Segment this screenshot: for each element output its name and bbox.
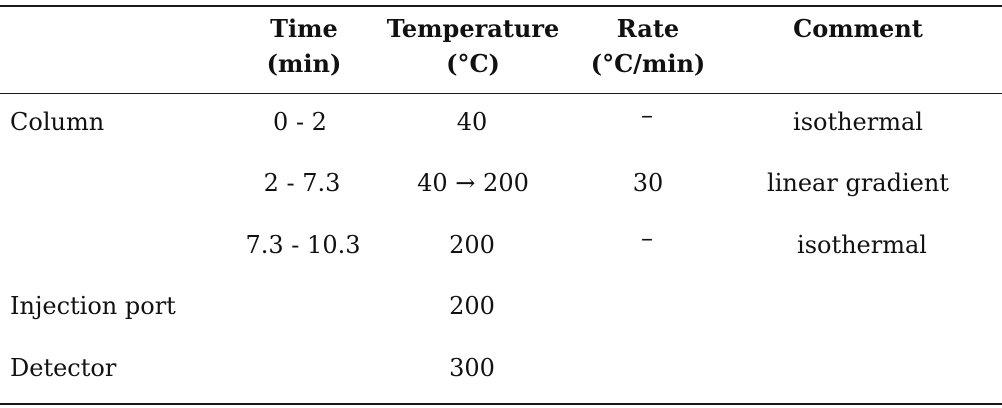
cell-temperature: 40 [456, 108, 488, 136]
cell-comment: isothermal [797, 231, 927, 259]
header-time: Time (min) [267, 14, 342, 79]
bottom-rule [0, 403, 1002, 405]
row-label: Detector [10, 354, 117, 382]
cell-temperature: 200 [449, 231, 495, 259]
header-temperature: Temperature (°C) [387, 14, 559, 79]
cell-rate: 30 [632, 169, 664, 197]
header-rate: Rate (°C/min) [591, 14, 706, 79]
header-rate-line2: (°C/min) [590, 49, 706, 78]
header-time-line2: (min) [266, 49, 342, 78]
cell-comment: linear gradient [767, 169, 949, 197]
header-comment: Comment [793, 14, 923, 49]
cell-rate: – [641, 101, 653, 129]
header-time-line1: Time [270, 14, 338, 43]
row-label: Injection port [10, 292, 176, 320]
cell-temperature: 40 → 200 [417, 169, 529, 197]
cell-time: 7.3 - 10.3 [245, 231, 361, 259]
cell-time: 0 - 2 [273, 108, 327, 136]
header-temperature-line1: Temperature [386, 14, 560, 43]
header-rate-line1: Rate [616, 14, 680, 43]
row-label: Column [10, 108, 105, 136]
cell-temperature: 300 [449, 354, 495, 382]
top-rule [0, 5, 1002, 7]
cell-rate: – [641, 224, 653, 252]
cell-time: 2 - 7.3 [263, 169, 341, 197]
header-temperature-line2: (°C) [446, 49, 500, 78]
header-comment-line1: Comment [793, 14, 923, 43]
cell-comment: isothermal [793, 108, 923, 136]
header-rule [0, 93, 1002, 94]
cell-temperature: 200 [449, 292, 495, 320]
